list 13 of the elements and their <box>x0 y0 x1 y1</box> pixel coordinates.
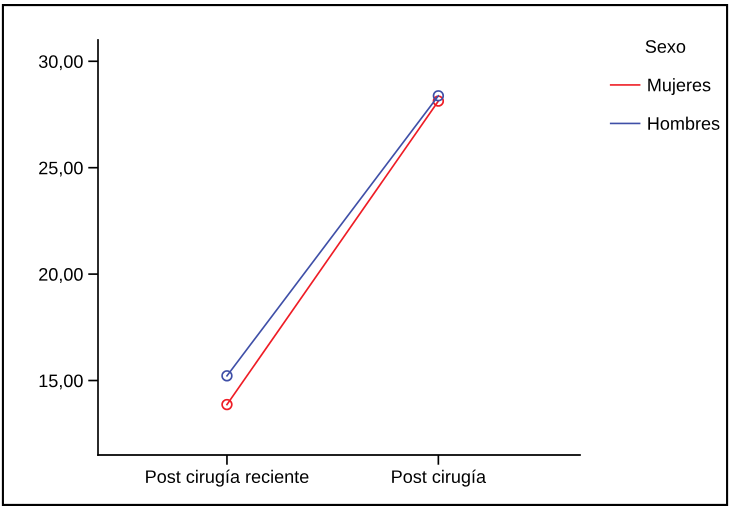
legend-label: Mujeres <box>648 78 710 95</box>
point <box>432 95 444 107</box>
x-tick-label: Post cirugía <box>392 470 486 487</box>
y-tick-label: 20,00 <box>39 268 83 283</box>
point <box>221 398 233 410</box>
y-tick-label: 15,00 <box>40 374 83 390</box>
y-tick-label: 25,00 <box>39 162 83 177</box>
point <box>221 370 233 382</box>
legend-label: Hombres <box>648 116 720 130</box>
x-tick-label: Post cirugía reciente <box>146 470 308 487</box>
y-tick-label: 30,00 <box>38 55 83 70</box>
legend-title: Sexo <box>646 40 686 53</box>
point <box>432 90 444 102</box>
